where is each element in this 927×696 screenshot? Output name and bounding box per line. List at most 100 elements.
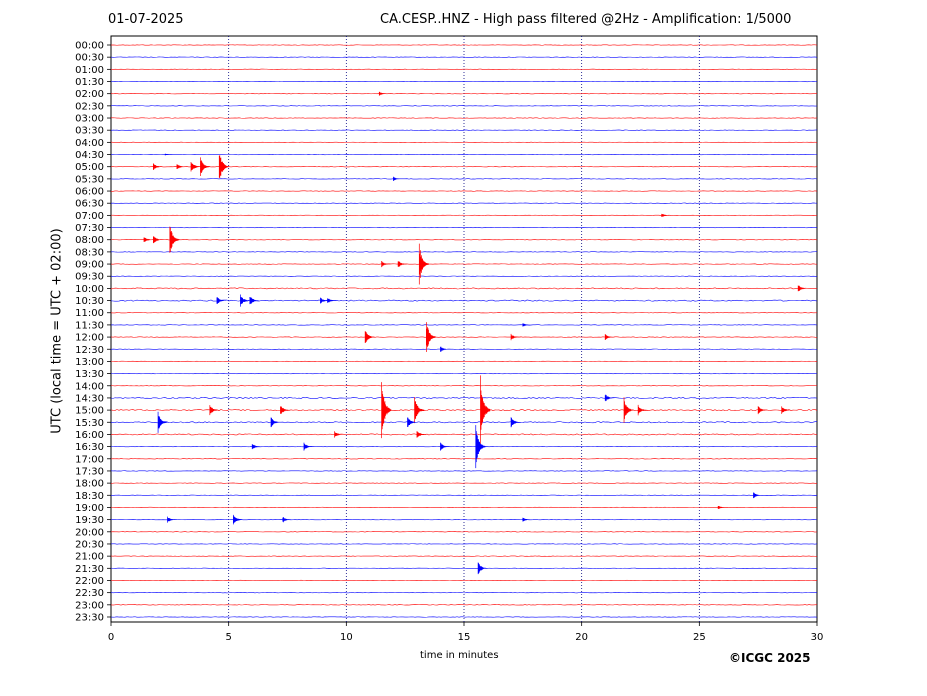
y-tick-label: 07:00 xyxy=(75,211,104,222)
trace-1900 xyxy=(110,506,818,509)
y-tick-label: 09:30 xyxy=(75,272,104,283)
trace-1630 xyxy=(110,446,818,448)
y-tick-label: 17:00 xyxy=(75,454,104,465)
y-tick-label: 23:00 xyxy=(75,600,104,611)
event-burst xyxy=(393,176,404,181)
event-burst xyxy=(233,514,244,525)
event-burst xyxy=(176,164,187,169)
y-tick-label: 18:00 xyxy=(75,479,104,490)
x-ticks: 0 5 10 15 20 25 30 xyxy=(108,622,823,643)
trace-1130 xyxy=(110,324,818,326)
y-tick-label: 13:00 xyxy=(75,357,104,368)
event-burst xyxy=(381,261,392,268)
event-burst xyxy=(522,517,533,522)
trace-0800 xyxy=(110,239,818,241)
trace-0500 xyxy=(110,166,818,168)
trace-1200 xyxy=(110,336,818,338)
y-tick-label: 01:00 xyxy=(75,65,104,76)
event-burst xyxy=(381,382,392,439)
event-burst xyxy=(209,405,220,416)
trace-0830 xyxy=(110,251,818,253)
event-burst xyxy=(200,157,211,177)
trace-1800 xyxy=(110,482,818,484)
y-tick-label: 02:00 xyxy=(75,89,104,100)
event-burst xyxy=(218,155,229,179)
event-burst xyxy=(334,431,345,438)
event-burst xyxy=(604,394,615,402)
trace-1930 xyxy=(110,519,818,521)
event-burst xyxy=(407,417,418,428)
trace-1330 xyxy=(110,373,818,375)
trace-0130 xyxy=(110,80,818,83)
event-burst xyxy=(510,417,521,428)
y-tick-label: 09:00 xyxy=(75,260,104,271)
y-tick-label: 07:30 xyxy=(75,223,104,234)
event-burst xyxy=(240,294,251,307)
event-burst xyxy=(661,213,672,217)
y-tick-label: 13:30 xyxy=(75,369,104,380)
event-burst xyxy=(440,442,451,451)
event-burst xyxy=(167,516,178,523)
trace-1500 xyxy=(110,409,818,412)
event-burst xyxy=(378,91,389,96)
event-burst xyxy=(169,226,180,253)
event-burst xyxy=(270,417,281,428)
trace-1700 xyxy=(110,458,818,460)
date-label: 01-07-2025 xyxy=(108,12,184,27)
trace-layer xyxy=(110,44,818,618)
event-burst xyxy=(164,153,175,156)
trace-2330 xyxy=(110,616,818,618)
trace-0200 xyxy=(110,93,818,95)
event-burst xyxy=(753,492,764,499)
x-tick-label: 25 xyxy=(693,632,706,643)
copyright-label: ©ICGC 2025 xyxy=(729,651,811,665)
y-tick-label: 23:30 xyxy=(75,612,104,623)
y-tick-label: 12:00 xyxy=(75,333,104,344)
event-burst xyxy=(143,237,154,242)
trace-0530 xyxy=(110,178,818,180)
event-burst xyxy=(416,431,427,438)
trace-0000 xyxy=(110,44,818,46)
trace-1530 xyxy=(110,421,818,424)
event-burst xyxy=(477,562,488,575)
event-burst xyxy=(475,425,486,469)
y-tick-label: 14:00 xyxy=(75,381,104,392)
y-tick-label: 02:30 xyxy=(75,101,104,112)
event-burst xyxy=(623,397,634,423)
y-tick-label: 15:30 xyxy=(75,418,104,429)
y-tick-label: 08:00 xyxy=(75,235,104,246)
y-tick-label: 12:30 xyxy=(75,345,104,356)
y-tick-label: 16:30 xyxy=(75,442,104,453)
chart-title: CA.CESP..HNZ - High pass filtered @2Hz -… xyxy=(380,12,792,27)
event-burst xyxy=(414,397,425,424)
y-tick-label: 03:30 xyxy=(75,126,104,137)
y-tick-label: 03:00 xyxy=(75,114,104,125)
x-tick-label: 15 xyxy=(458,632,471,643)
y-tick-label: 11:30 xyxy=(75,320,104,331)
trace-1300 xyxy=(110,360,818,362)
x-tick-label: 5 xyxy=(225,632,231,643)
trace-2100 xyxy=(110,555,818,557)
event-burst xyxy=(327,298,338,303)
trace-0400 xyxy=(110,141,818,143)
event-burst xyxy=(190,161,201,172)
trace-0730 xyxy=(110,226,818,229)
trace-0030 xyxy=(110,56,818,58)
y-tick-label: 10:00 xyxy=(75,284,104,295)
y-tick-label: 15:00 xyxy=(75,406,104,417)
plot-frame xyxy=(110,35,818,623)
y-tick-label: 14:30 xyxy=(75,393,104,404)
event-burst xyxy=(757,406,768,415)
trace-1600 xyxy=(110,433,818,436)
event-burst xyxy=(251,444,262,450)
x-tick-label: 20 xyxy=(575,632,588,643)
y-tick-label: 16:00 xyxy=(75,430,104,441)
y-tick-label: 18:30 xyxy=(75,491,104,502)
y-tick-label: 04:00 xyxy=(75,138,104,149)
event-burst xyxy=(153,236,164,244)
trace-0330 xyxy=(110,129,818,131)
event-burst xyxy=(364,331,375,343)
x-tick-label: 0 xyxy=(108,632,114,643)
